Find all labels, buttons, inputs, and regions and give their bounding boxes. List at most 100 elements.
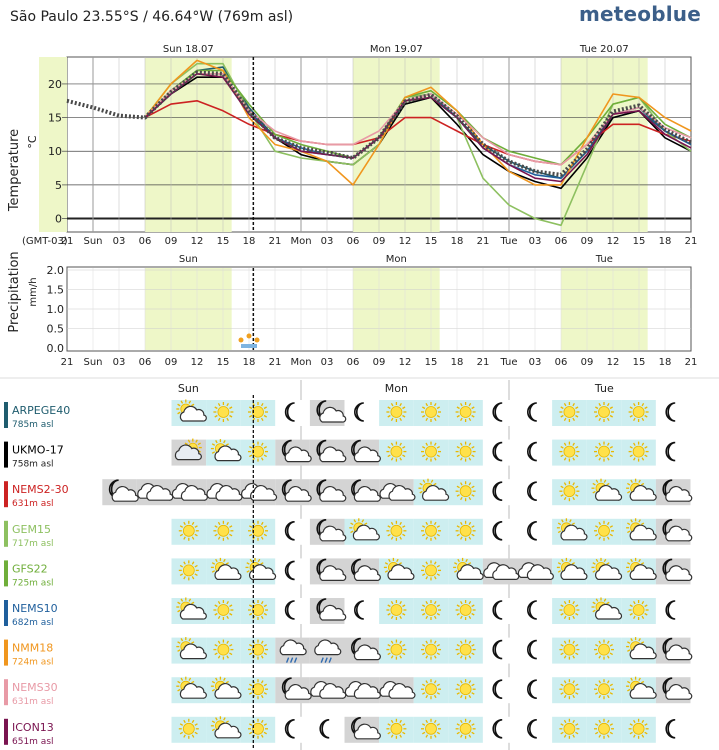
model-row-ukmo-17[interactable]: UKMO-17 758m asl — [4, 439, 691, 470]
moon-cloud-icon — [662, 479, 693, 502]
moon-cloud-icon — [108, 479, 139, 502]
cloud-icon — [241, 483, 278, 501]
sun-icon — [386, 441, 407, 462]
cloud-rain-icon — [279, 639, 307, 663]
sun-icon — [421, 441, 441, 462]
y-tick-label: 15 — [48, 112, 62, 125]
x-tick-label: Mon — [290, 357, 311, 368]
cloud-icon — [310, 681, 347, 699]
model-altitude: 682m asl — [12, 618, 54, 628]
model-name: NEMS10 — [12, 602, 58, 615]
x-tick-label: 06 — [347, 357, 360, 368]
moon-icon — [492, 600, 503, 620]
moon-cloud-icon — [281, 677, 312, 700]
sun-cloud-icon — [210, 439, 242, 462]
model-row-nmm18[interactable]: NMM18 724m asl — [4, 637, 691, 668]
moon-icon — [284, 402, 295, 422]
day-header: Mon — [385, 382, 408, 395]
model-row-gem15[interactable]: GEM15 717m asl — [4, 518, 691, 549]
sun-cloud-icon — [591, 557, 623, 581]
x-tick-label: 03 — [529, 357, 542, 368]
forecast-cell — [344, 598, 380, 624]
x-tick-label: 15 — [217, 236, 230, 247]
x-tick-label: 03 — [321, 236, 334, 247]
moon-cloud-icon — [316, 558, 347, 582]
brand-logo[interactable]: meteoblue — [578, 2, 701, 26]
forecast-cell — [275, 518, 310, 545]
sun-cloud-icon — [418, 478, 450, 501]
x-tick-label: 21 — [477, 357, 490, 368]
moon-icon — [665, 600, 676, 620]
y-tick-label: 10 — [48, 145, 62, 158]
sun-cloud-icon — [626, 676, 657, 699]
temperature-unit-label: °C — [26, 135, 39, 149]
sun-icon — [421, 600, 441, 620]
sun-icon — [628, 402, 649, 422]
moon-cloud-icon — [316, 598, 347, 621]
x-tick-label: 09 — [581, 357, 594, 368]
sun-icon — [594, 520, 614, 541]
moon-cloud-icon — [351, 558, 381, 582]
sun-icon — [455, 441, 476, 462]
sun-cloud-icon — [556, 518, 588, 541]
day-header: Sun — [179, 254, 198, 265]
precip-probability-dot — [254, 337, 260, 343]
sun-icon — [213, 639, 234, 660]
model-color-swatch — [4, 679, 8, 706]
sun-icon — [248, 441, 268, 462]
forecast-cell — [655, 400, 691, 426]
model-row-icon13[interactable]: ICON13 651m asl — [4, 716, 691, 747]
moon-cloud-icon — [316, 479, 347, 502]
forecast-cell — [482, 716, 518, 743]
sun-cloud-icon — [210, 557, 242, 581]
sun-cloud-icon — [245, 557, 277, 581]
moon-icon — [492, 441, 503, 462]
x-tick-label: 06 — [347, 236, 360, 247]
y-tick-label: 1.0 — [47, 303, 65, 316]
precipitation-unit-label: mm/h — [28, 277, 39, 306]
moon-cloud-icon — [662, 519, 693, 542]
x-tick-label: 12 — [191, 357, 204, 368]
precipitation-chart: 2.0 1.5 1.0 0.5 0.0 Sun Mon Tue Precipitation m… — [7, 251, 692, 355]
day-header: Tue — [595, 254, 613, 265]
forecast-cell — [517, 677, 553, 704]
model-altitude: 631m asl — [12, 697, 54, 707]
sun-icon — [559, 600, 580, 620]
moon-cloud-icon — [316, 400, 347, 423]
model-altitude: 651m asl — [12, 737, 54, 747]
sun-icon — [178, 520, 199, 541]
model-row-gfs22[interactable]: GFS22 725m asl — [4, 558, 691, 588]
model-name: NEMS30 — [12, 681, 58, 694]
x-tick-label: 09 — [581, 236, 594, 247]
x-tick-label: 12 — [399, 236, 412, 247]
x-tick-label: 06 — [555, 236, 568, 247]
day-header: Sun — [178, 382, 199, 395]
x-tick-label: 18 — [243, 236, 256, 247]
forecast-cell — [517, 637, 553, 664]
sun-icon — [213, 600, 234, 620]
moon-cloud-icon — [316, 519, 347, 542]
moon-icon — [527, 719, 537, 739]
model-altitude: 631m asl — [12, 499, 54, 509]
day-header: Tue 20.07 — [579, 44, 629, 55]
moon-icon — [354, 402, 364, 422]
model-row-nems2-30[interactable]: NEMS2-30 631m asl — [4, 479, 691, 509]
sun-icon — [594, 639, 614, 660]
daylight-band — [353, 58, 440, 232]
series-line-nmm18 — [144, 59, 692, 186]
model-row-arpege40[interactable]: ARPEGE40 785m asl — [4, 400, 691, 430]
sun-icon — [386, 520, 407, 541]
moon-cloud-icon — [281, 479, 312, 502]
sun-cloud-icon — [626, 637, 657, 660]
forecast-cell — [482, 479, 518, 506]
x-tick-label: 21 — [61, 236, 74, 247]
moon-icon — [492, 402, 503, 422]
sun-icon — [594, 679, 614, 700]
forecast-cell — [517, 598, 553, 624]
moon-icon — [284, 600, 295, 620]
model-color-swatch — [4, 481, 8, 508]
model-row-nems10[interactable]: NEMS10 682m asl — [4, 598, 691, 628]
moon-icon — [492, 679, 503, 699]
moon-cloud-icon — [351, 637, 381, 661]
forecast-cell — [655, 598, 691, 624]
